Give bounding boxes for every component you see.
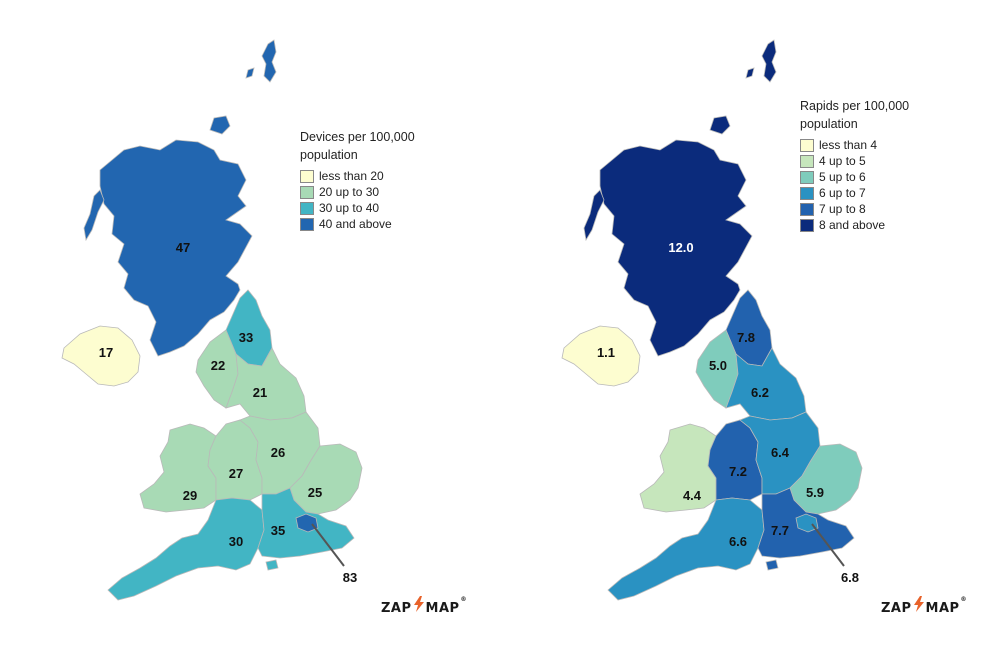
left-legend-label: 20 up to 30	[319, 185, 380, 199]
right-label-east-of-england: 5.9	[806, 485, 824, 500]
left-legend-label: less than 20	[319, 169, 384, 183]
right-legend-label: 5 up to 6	[819, 170, 866, 184]
right-region-northern-ireland	[561, 325, 641, 387]
left-region-scotland	[83, 189, 105, 242]
left-label-scotland: 47	[176, 240, 190, 255]
right-legend-label: 4 up to 5	[819, 154, 866, 168]
right-legend-label: 6 up to 7	[819, 186, 866, 200]
left-region-scotland	[99, 139, 253, 357]
right-legend-item: 8 and above	[800, 217, 940, 233]
lightning-bolt-icon	[413, 596, 424, 612]
right-legend-label: 8 and above	[819, 218, 886, 232]
left-region-scotland	[209, 115, 231, 135]
right-region-south-east	[765, 559, 779, 571]
right-label-wales: 4.4	[683, 488, 702, 503]
right-legend-swatch	[800, 186, 814, 200]
right-legend-swatch	[800, 154, 814, 168]
right-label-london: 6.8	[841, 570, 859, 585]
left-label-east-of-england: 25	[308, 485, 322, 500]
left-legend-title: Devices per 100,000 population	[300, 130, 415, 162]
right-legend-item: less than 4	[800, 137, 940, 153]
right-region-scotland	[599, 139, 753, 357]
left-zapmap-logo: ZAP MAP®	[381, 596, 467, 616]
right-legend-swatch	[800, 170, 814, 184]
left-map	[61, 39, 363, 601]
right-legend-item: 7 up to 8	[800, 201, 940, 217]
left-label-north-east: 33	[239, 330, 253, 345]
left-region-london	[295, 513, 319, 533]
left-label-west-midlands: 27	[229, 466, 243, 481]
right-label-south-west: 6.6	[729, 534, 747, 549]
right-region-scotland	[709, 115, 731, 135]
left-region-scotland	[261, 39, 277, 83]
right-legend-label: less than 4	[819, 138, 878, 152]
left-london-callout-line	[311, 523, 345, 567]
right-legend-items: less than 4 4 up to 5 5 up to 6 6 up to 7 7 …	[800, 137, 940, 233]
right-legend-item: 5 up to 6	[800, 169, 940, 185]
left-legend-swatch	[300, 185, 314, 199]
lightning-bolt-icon	[913, 596, 924, 612]
left-region-yorkshire	[225, 347, 307, 421]
left-legend-swatch	[300, 217, 314, 231]
right-region-scotland	[583, 189, 605, 242]
left-label-wales: 29	[183, 488, 197, 503]
right-zapmap-logo: ZAP MAP®	[881, 596, 967, 616]
left-label-south-west: 30	[229, 534, 243, 549]
left-legend-item: 40 and above	[300, 216, 440, 232]
right-london-callout-line	[811, 523, 845, 567]
left-label-south-east: 35	[271, 523, 285, 538]
left-legend-swatch	[300, 169, 314, 183]
right-legend-item: 4 up to 5	[800, 153, 940, 169]
left-region-scotland	[245, 67, 255, 79]
right-legend-swatch	[800, 218, 814, 232]
right-logo-text: ZAP MAP®	[881, 596, 968, 616]
right-region-scotland	[745, 67, 755, 79]
left-logo-text: ZAP MAP®	[381, 596, 468, 616]
right-legend-title: Rapids per 100,000 population	[800, 99, 910, 131]
left-label-east-midlands: 26	[271, 445, 285, 460]
left-region-south-east	[265, 559, 279, 571]
right-region-yorkshire	[725, 347, 807, 421]
right-region-london	[795, 513, 819, 533]
left-legend-item: 20 up to 30	[300, 184, 440, 200]
left-region-wales	[139, 423, 217, 513]
right-label-north-east: 7.8	[737, 330, 755, 345]
left-legend-label: 30 up to 40	[319, 201, 380, 215]
left-legend-item: 30 up to 40	[300, 200, 440, 216]
right-label-south-east: 7.7	[771, 523, 789, 538]
right-legend-swatch	[800, 138, 814, 152]
right-label-north-west: 5.0	[709, 358, 727, 373]
right-map	[561, 39, 863, 601]
right-legend: Rapids per 100,000 population less than …	[800, 97, 940, 233]
left-legend-label: 40 and above	[319, 217, 392, 231]
left-label-north-west: 22	[211, 358, 225, 373]
left-label-london: 83	[343, 570, 357, 585]
left-label-northern-ireland: 17	[99, 345, 113, 360]
right-region-scotland	[761, 39, 777, 83]
left-label-yorkshire: 21	[253, 385, 267, 400]
left-region-northern-ireland	[61, 325, 141, 387]
right-region-south-west	[607, 497, 765, 601]
left-legend-swatch	[300, 201, 314, 215]
left-region-south-west	[107, 497, 265, 601]
left-legend-items: less than 20 20 up to 30 30 up to 40 40 and…	[300, 168, 440, 232]
right-region-wales	[639, 423, 717, 513]
right-label-east-midlands: 6.4	[771, 445, 790, 460]
left-legend-item: less than 20	[300, 168, 440, 184]
right-label-west-midlands: 7.2	[729, 464, 747, 479]
right-legend-label: 7 up to 8	[819, 202, 866, 216]
right-legend-swatch	[800, 202, 814, 216]
right-label-northern-ireland: 1.1	[597, 345, 615, 360]
right-label-yorkshire: 6.2	[751, 385, 769, 400]
left-legend: Devices per 100,000 population less than…	[300, 128, 440, 232]
right-label-scotland: 12.0	[668, 240, 693, 255]
right-legend-item: 6 up to 7	[800, 185, 940, 201]
